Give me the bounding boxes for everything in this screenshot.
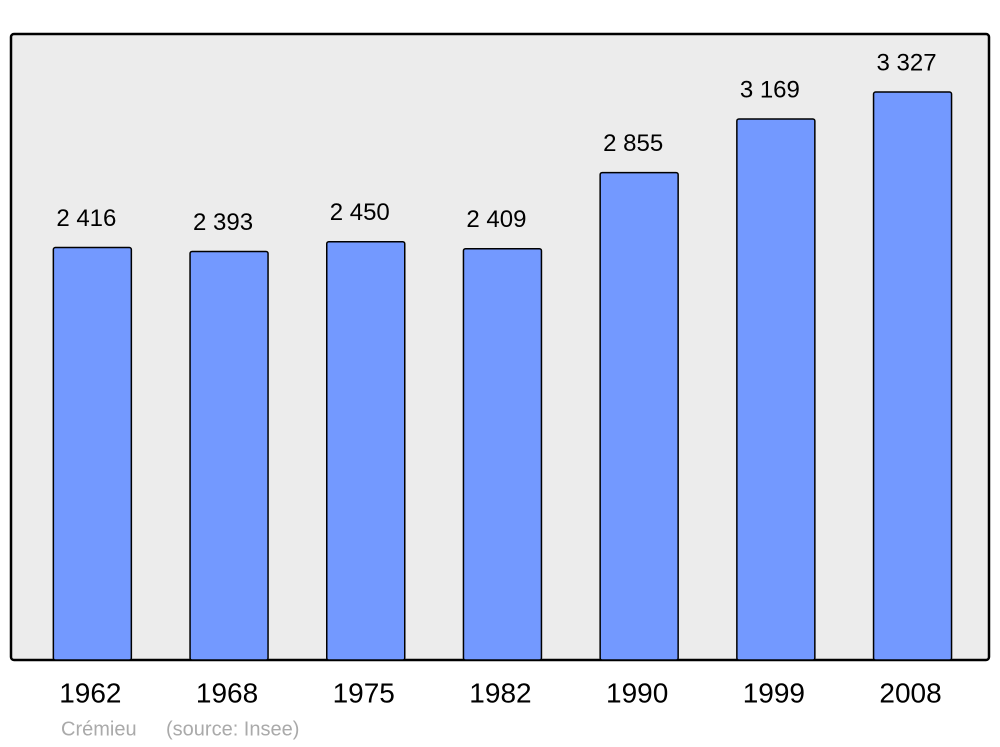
source: (source: Insee) bbox=[166, 718, 299, 740]
value-label: 3 327 bbox=[877, 49, 937, 76]
bar bbox=[326, 240, 406, 661]
x-tick-label: 1962 bbox=[59, 677, 121, 708]
x-tick-label: 2008 bbox=[879, 677, 941, 708]
x-tick-label: 1990 bbox=[606, 677, 668, 708]
x-tick-label: 1975 bbox=[333, 677, 395, 708]
bar bbox=[872, 91, 953, 661]
value-label: 2 393 bbox=[193, 209, 253, 236]
x-tick-label: 1968 bbox=[196, 677, 258, 708]
bar bbox=[52, 246, 133, 661]
bar bbox=[736, 118, 816, 661]
value-label: 2 409 bbox=[466, 206, 526, 233]
bar bbox=[599, 171, 679, 661]
value-label: 2 416 bbox=[56, 205, 116, 232]
x-tick-label: 1999 bbox=[743, 677, 805, 708]
value-label: 3 169 bbox=[740, 76, 800, 103]
value-label: 2 855 bbox=[603, 130, 663, 157]
x-tick-label: 1982 bbox=[469, 677, 531, 708]
bar bbox=[189, 250, 269, 661]
bar bbox=[462, 247, 543, 661]
caption: Crémieu bbox=[61, 718, 137, 740]
value-label: 2 450 bbox=[330, 199, 390, 226]
